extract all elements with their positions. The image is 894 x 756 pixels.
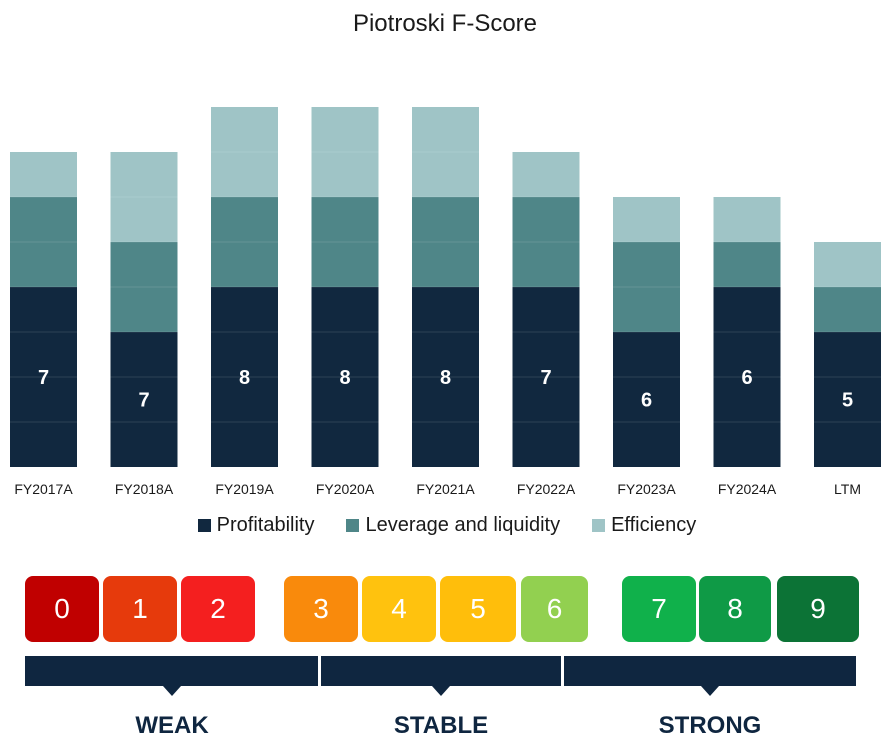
x-tick-label-fy2020a: FY2020A <box>316 481 375 497</box>
score-label-fy2024a: 6 <box>741 367 752 389</box>
score-box-4: 4 <box>362 576 436 642</box>
bar-segment-profitability-fy2017a <box>10 287 77 467</box>
legend-label-profitability: Profitability <box>216 514 315 536</box>
bar-segment-efficiency-fy2019a <box>211 107 278 197</box>
bar-segment-profitability-fy2019a <box>211 287 278 467</box>
arrow-down-icon <box>432 686 450 696</box>
band-label-weak: WEAK <box>135 712 209 739</box>
bar-segment-profitability-ltm <box>814 332 881 467</box>
score-label-fy2023a: 6 <box>641 390 652 412</box>
legend-label-efficiency: Efficiency <box>611 514 697 536</box>
bar-segment-efficiency-fy2023a <box>613 197 680 242</box>
bar-segment-profitability-fy2018a <box>110 332 178 467</box>
score-label-fy2017a: 7 <box>38 367 49 389</box>
score-label-ltm: 5 <box>842 390 853 412</box>
band-arrow-stem-strong <box>707 680 713 688</box>
x-tick-label-fy2017a: FY2017A <box>14 481 73 497</box>
legend: Profitability Leverage and liquidity Eff… <box>0 514 894 537</box>
score-label-fy2021a: 8 <box>440 367 451 389</box>
bar-segment-leverage-and-liquidity-fy2021a <box>412 197 479 287</box>
bar-segment-efficiency-fy2017a <box>10 152 77 197</box>
arrow-down-icon <box>163 686 181 696</box>
band-arrow-stem-weak <box>169 680 175 688</box>
score-box-6: 6 <box>521 576 588 642</box>
legend-swatch-profitability <box>197 519 211 532</box>
bar-segment-leverage-and-liquidity-fy2017a <box>10 197 77 287</box>
chart-title: Piotroski F-Score <box>352 10 538 37</box>
bar-segment-efficiency-fy2022a <box>512 152 580 197</box>
legend-swatch-leverage <box>346 519 360 532</box>
score-box-8: 8 <box>699 576 771 642</box>
band-label-stable: STABLE <box>393 712 489 739</box>
score-box-0: 0 <box>25 576 99 642</box>
bar-segment-leverage-and-liquidity-fy2020a <box>311 197 379 287</box>
arrow-down-icon <box>701 686 719 696</box>
score-label-fy2020a: 8 <box>339 367 350 389</box>
score-label-fy2022a: 7 <box>540 367 551 389</box>
band-arrow-stem-stable <box>438 680 444 688</box>
legend-item-profitability: Profitability <box>197 514 315 537</box>
score-label-fy2018a: 7 <box>138 390 149 412</box>
bar-segment-profitability-fy2020a <box>311 287 379 467</box>
bar-segment-efficiency-ltm <box>814 242 881 287</box>
bar-segment-profitability-fy2023a <box>613 332 680 467</box>
legend-item-leverage: Leverage and liquidity <box>346 514 560 537</box>
bar-segment-profitability-fy2021a <box>412 287 479 467</box>
legend-item-efficiency: Efficiency <box>592 514 696 537</box>
x-tick-label-fy2019a: FY2019A <box>215 481 274 497</box>
x-tick-label-fy2021a: FY2021A <box>416 481 475 497</box>
x-tick-label-fy2024a: FY2024A <box>718 481 777 497</box>
bar-segment-leverage-and-liquidity-fy2019a <box>211 197 278 287</box>
bar-segment-profitability-fy2022a <box>512 287 580 467</box>
score-label-fy2019a: 8 <box>239 367 250 389</box>
legend-swatch-efficiency <box>592 519 606 532</box>
bar-segment-leverage-and-liquidity-fy2024a <box>713 242 781 287</box>
bar-segment-leverage-and-liquidity-ltm <box>814 287 881 332</box>
bar-segment-efficiency-fy2024a <box>713 197 781 242</box>
bar-segment-leverage-and-liquidity-fy2022a <box>512 197 580 287</box>
stacked-bar-chart: 7 FY2017A 7 FY2018A 8 FY2019A 8 FY2020A 8 FY2021A… <box>10 107 881 497</box>
bar-segment-leverage-and-liquidity-fy2018a <box>110 242 178 332</box>
score-box-2: 2 <box>181 576 255 642</box>
score-box-5: 5 <box>440 576 516 642</box>
x-tick-label-fy2018a: FY2018A <box>115 481 174 497</box>
bar-segment-efficiency-fy2018a <box>110 152 178 242</box>
score-box-3: 3 <box>284 576 358 642</box>
bar-segment-profitability-fy2024a <box>713 287 781 467</box>
bar-segment-efficiency-fy2020a <box>311 107 379 197</box>
x-tick-label-fy2023a: FY2023A <box>617 481 676 497</box>
score-box-9: 9 <box>777 576 859 642</box>
band-label-strong: STRONG <box>658 712 762 739</box>
legend-label-leverage: Leverage and liquidity <box>365 514 561 536</box>
x-tick-label-ltm: LTM <box>834 481 861 497</box>
bar-segment-efficiency-fy2021a <box>412 107 479 197</box>
score-box-7: 7 <box>622 576 696 642</box>
score-box-1: 1 <box>103 576 177 642</box>
x-tick-label-fy2022a: FY2022A <box>517 481 576 497</box>
bar-segment-leverage-and-liquidity-fy2023a <box>613 242 680 332</box>
